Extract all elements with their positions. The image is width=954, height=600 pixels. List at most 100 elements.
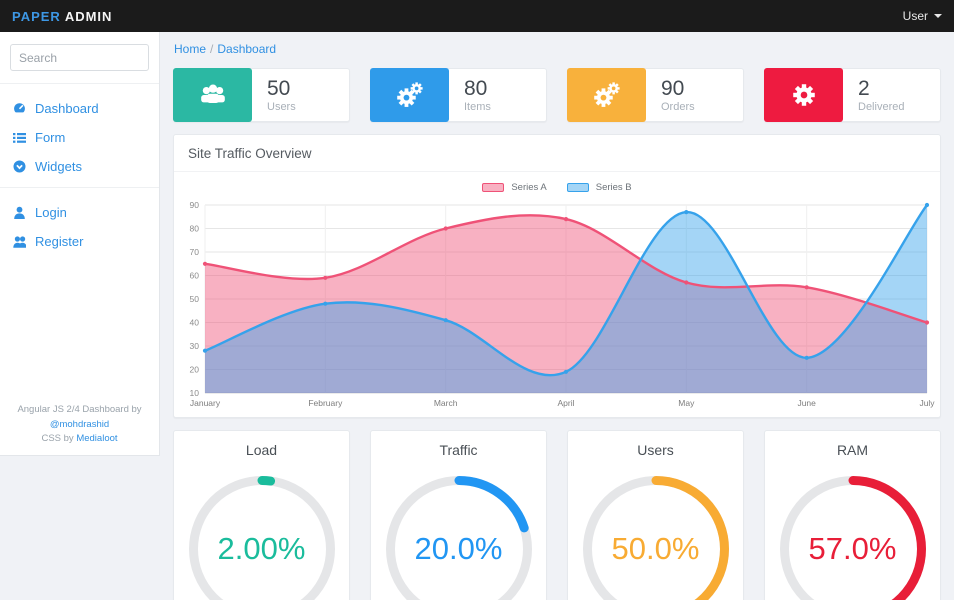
user-dropdown[interactable]: User	[903, 9, 942, 23]
chart-legend: Series A Series B	[174, 181, 940, 194]
gauge-title: Users	[637, 442, 674, 458]
legend-item-1[interactable]: Series B	[566, 181, 632, 194]
sidebar-item-login[interactable]: Login	[0, 198, 159, 227]
gauge-donut	[385, 476, 532, 600]
user-icon	[14, 206, 25, 219]
search-input[interactable]	[10, 44, 149, 71]
svg-text:80: 80	[190, 224, 200, 234]
gauge-value: 2.00%	[217, 531, 306, 566]
gears-icon	[593, 82, 620, 107]
sidebar-account-menu: Login Register	[0, 194, 159, 260]
sidebar-item-widgets[interactable]: Widgets	[0, 152, 159, 181]
stat-label: Users	[267, 101, 296, 114]
stat-value: 80	[464, 76, 488, 100]
form-icon	[13, 133, 26, 143]
sidebar-item-dashboard[interactable]: Dashboard	[0, 94, 159, 123]
svg-text:60: 60	[190, 271, 200, 281]
chart-panel-title: Site Traffic Overview	[174, 135, 940, 172]
svg-text:February: February	[308, 398, 343, 408]
breadcrumb-current-link[interactable]: Dashboard	[217, 42, 277, 56]
stat-label: Orders	[661, 101, 695, 114]
breadcrumb: Home / Dashboard	[174, 42, 941, 56]
gauges-row: Load 2.00% Traffic 20.0% Users 50.0%	[173, 430, 941, 600]
breadcrumb-separator: /	[210, 42, 214, 56]
stat-card-orders: 90 Orders	[567, 68, 744, 122]
gauge-value: 50.0%	[611, 531, 700, 566]
sidebar-item-register[interactable]: Register	[0, 227, 159, 256]
stat-value: 50	[267, 76, 291, 100]
legend-swatch	[482, 183, 505, 192]
footer-author-link[interactable]: @mohdrashid	[49, 418, 110, 430]
traffic-chart-panel: Site Traffic Overview Series A Series B …	[173, 134, 941, 418]
users-group-icon	[200, 84, 225, 103]
stat-icon-box	[173, 68, 252, 122]
sidebar: Dashboard Form Widgets Login Register An…	[0, 32, 160, 456]
dashboard-icon	[13, 103, 26, 115]
chevron-down-icon	[934, 14, 942, 18]
sidebar-item-label: Login	[35, 205, 67, 220]
gauge-value: 20.0%	[414, 531, 503, 566]
gauge-card-traffic: Traffic 20.0%	[370, 430, 547, 600]
users-icon	[13, 236, 26, 248]
stat-value: 90	[661, 76, 685, 100]
brand-secondary: ADMIN	[64, 8, 113, 24]
sidebar-item-label: Form	[35, 130, 66, 145]
svg-text:April: April	[557, 398, 574, 408]
legend-label: Series A	[511, 182, 547, 193]
gauge-card-load: Load 2.00%	[173, 430, 350, 600]
stat-card-items: 80 Items	[370, 68, 547, 122]
stat-icon-box	[370, 68, 449, 122]
sidebar-footer: Angular JS 2/4 Dashboard by @mohdrashid …	[0, 403, 159, 447]
gauge-donut	[188, 476, 335, 600]
svg-text:June: June	[797, 398, 816, 408]
stat-icon-box	[567, 68, 646, 122]
traffic-area-chart: 10 20 30 40 50 60 70 80 90 January February March Ap…	[174, 195, 940, 415]
svg-text:January: January	[190, 398, 221, 408]
footer-credit-line: Angular JS 2/4 Dashboard by	[17, 403, 142, 415]
legend-swatch	[566, 183, 589, 192]
sidebar-main-menu: Dashboard Form Widgets	[0, 90, 159, 185]
breadcrumb-home-link[interactable]: Home	[174, 42, 207, 56]
gears-icon	[396, 82, 423, 107]
svg-text:30: 30	[190, 341, 200, 351]
stat-card-users: 50 Users	[173, 68, 350, 122]
stats-row: 50 Users 80 Items 90 Orders 2 Delivered	[173, 68, 941, 122]
svg-text:40: 40	[190, 318, 200, 328]
svg-text:70: 70	[190, 247, 200, 257]
stat-label: Delivered	[858, 101, 905, 114]
brand-primary: PAPER	[12, 8, 61, 24]
svg-text:July: July	[919, 398, 935, 408]
stat-label: Items	[464, 101, 491, 114]
gauge-title: Traffic	[439, 442, 478, 458]
brand-logo[interactable]: PAPER ADMIN	[12, 9, 112, 24]
user-dropdown-label: User	[902, 9, 928, 23]
gauge-title: Load	[245, 442, 278, 458]
sidebar-item-label: Dashboard	[35, 101, 99, 116]
legend-label: Series B	[595, 182, 632, 193]
widgets-icon	[13, 160, 26, 173]
svg-text:10: 10	[190, 388, 200, 398]
stat-value: 2	[858, 76, 870, 100]
svg-text:90: 90	[190, 200, 200, 210]
footer-medialoot-link[interactable]: Medialoot	[76, 433, 118, 445]
gauge-title: RAM	[836, 442, 869, 458]
sidebar-item-label: Register	[35, 234, 84, 249]
svg-text:May: May	[678, 398, 695, 408]
main-content: Home / Dashboard 50 Users 80 Items 90 Orde…	[160, 32, 954, 600]
gauge-donut	[779, 476, 926, 600]
svg-text:March: March	[434, 398, 458, 408]
sidebar-item-form[interactable]: Form	[0, 123, 159, 152]
footer-css-prefix: CSS by	[41, 433, 74, 445]
sidebar-divider	[0, 187, 159, 188]
gear-icon	[792, 84, 815, 106]
top-navbar: PAPER ADMIN User	[0, 0, 954, 32]
stat-card-delivered: 2 Delivered	[764, 68, 941, 122]
legend-item-0[interactable]: Series A	[482, 181, 547, 194]
gauge-donut	[582, 476, 729, 600]
sidebar-divider	[0, 83, 159, 84]
chart-canvas: 10 20 30 40 50 60 70 80 90 January February March Ap…	[190, 200, 936, 408]
gauge-card-ram: RAM 57.0%	[764, 430, 941, 600]
sidebar-item-label: Widgets	[35, 159, 82, 174]
svg-text:50: 50	[190, 294, 200, 304]
gauge-value: 57.0%	[808, 531, 897, 566]
